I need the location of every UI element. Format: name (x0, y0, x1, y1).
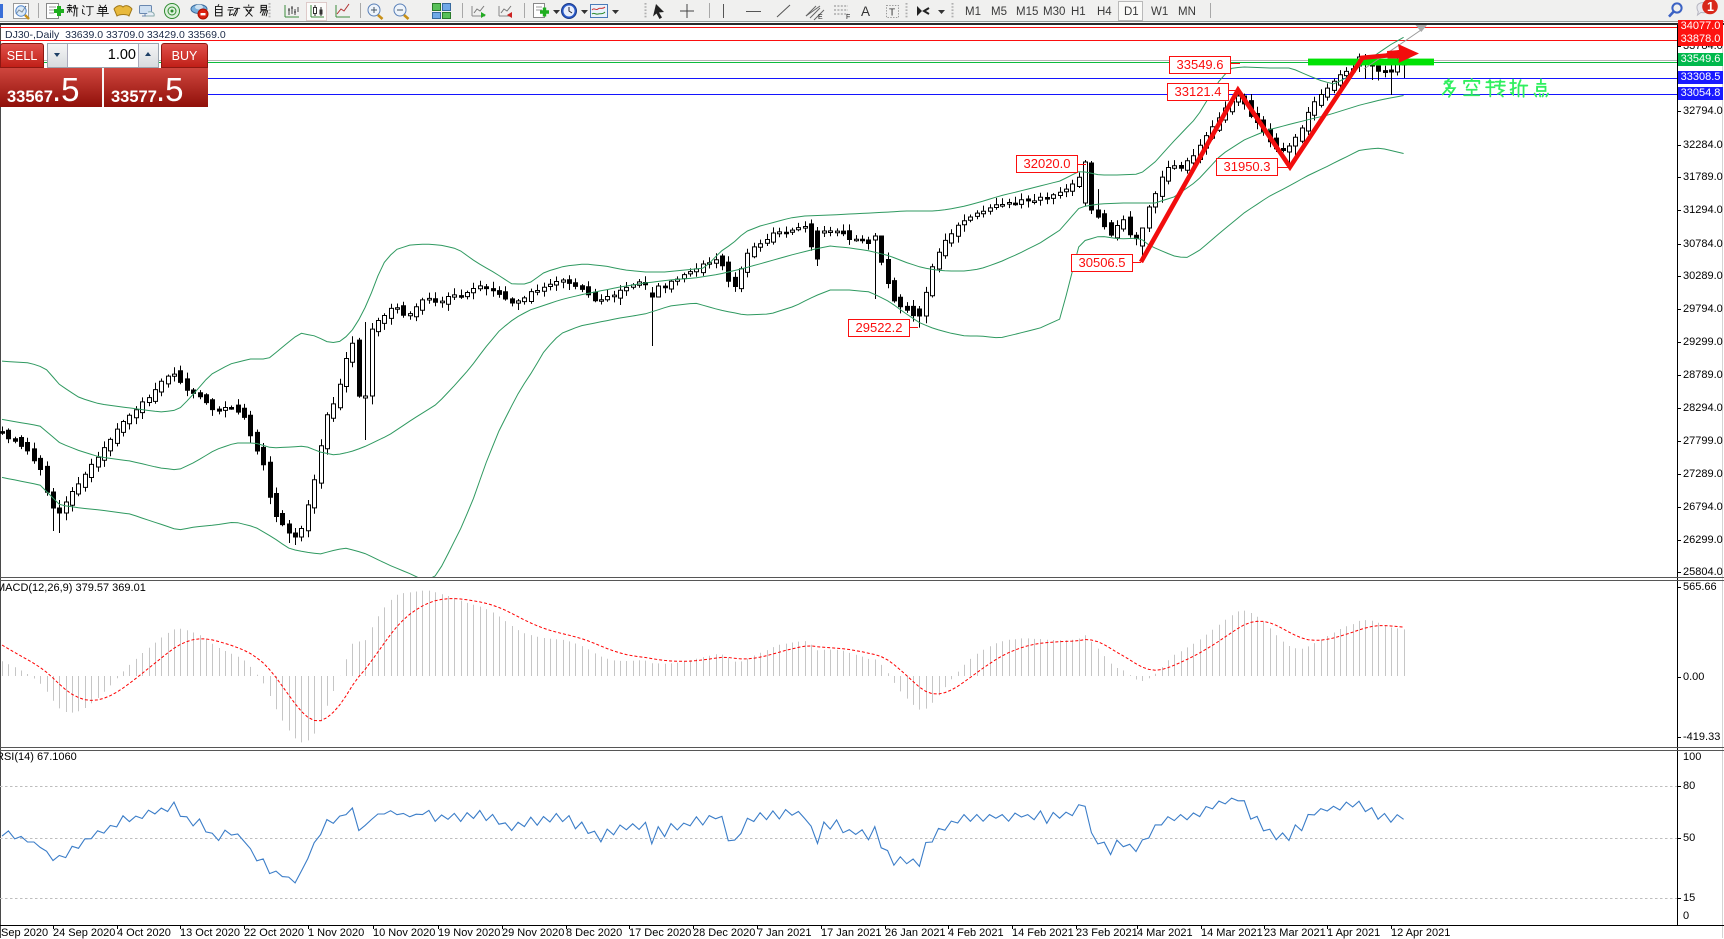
svg-text:1: 1 (1707, 0, 1714, 14)
svg-text:M5: M5 (991, 6, 1007, 18)
svg-text:H4: H4 (1097, 6, 1112, 18)
svg-text:A: A (861, 4, 870, 19)
svg-text:D1: D1 (1124, 6, 1139, 18)
svg-text:F: F (846, 14, 850, 21)
svg-text:E: E (818, 14, 823, 21)
svg-text:M15: M15 (1016, 6, 1038, 18)
svg-text:T: T (889, 8, 895, 19)
svg-text:W1: W1 (1151, 6, 1168, 18)
svg-text:H1: H1 (1071, 6, 1086, 18)
svg-text:MN: MN (1178, 6, 1196, 18)
svg-text:M1: M1 (965, 6, 981, 18)
svg-text:M30: M30 (1043, 6, 1065, 18)
